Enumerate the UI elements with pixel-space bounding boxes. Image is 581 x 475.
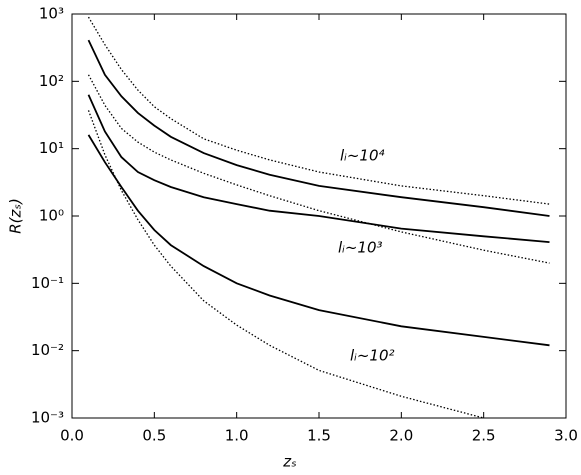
x-tick-label: 3.0 xyxy=(554,427,578,445)
y-axis-label: R(zₛ) xyxy=(7,198,25,234)
y-tick-label: 10² xyxy=(39,72,64,90)
series-line xyxy=(87,39,550,217)
x-axis-label: zₛ xyxy=(282,453,296,471)
y-tick-label: 10⁻² xyxy=(31,341,64,359)
y-tick-label: 10⁰ xyxy=(39,207,64,225)
x-tick-label: 0.5 xyxy=(142,427,166,445)
y-tick-label: 10³ xyxy=(39,5,64,23)
series-line xyxy=(87,110,484,419)
x-tick-label: 1.0 xyxy=(225,427,249,445)
series-line xyxy=(87,94,550,243)
series-line xyxy=(87,16,550,205)
curve-annotation: lᵢ~10² xyxy=(350,347,395,365)
x-tick-label: 2.5 xyxy=(472,427,496,445)
series-line xyxy=(87,74,550,264)
series-line xyxy=(87,134,550,347)
curve-annotation: lᵢ~10³ xyxy=(338,239,383,257)
y-tick-label: 10¹ xyxy=(39,139,64,157)
x-tick-label: 2.0 xyxy=(389,427,413,445)
x-tick-label: 0.0 xyxy=(60,427,84,445)
y-tick-label: 10⁻³ xyxy=(31,409,64,427)
curve-annotation: lᵢ~10⁴ xyxy=(340,147,385,165)
x-tick-label: 1.5 xyxy=(307,427,331,445)
y-tick-label: 10⁻¹ xyxy=(31,274,64,292)
